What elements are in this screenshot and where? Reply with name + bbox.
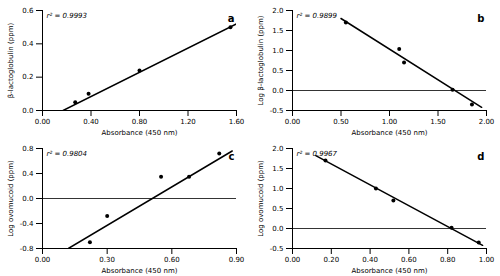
svg-text:Absorbance (450 nm): Absorbance (450 nm)	[352, 267, 428, 275]
svg-text:r² = 0.9899: r² = 0.9899	[297, 12, 338, 20]
svg-text:0.2: 0.2	[22, 73, 33, 81]
svg-text:0.00: 0.00	[285, 118, 301, 126]
svg-text:-0.5: -0.5	[270, 245, 284, 253]
svg-text:-0.5: -0.5	[270, 107, 284, 115]
svg-text:0.40: 0.40	[362, 256, 378, 264]
svg-text:0.90: 0.90	[229, 256, 245, 264]
svg-text:c: c	[229, 151, 235, 162]
svg-text:0.5: 0.5	[272, 205, 283, 213]
svg-text:0.6: 0.6	[22, 7, 34, 15]
svg-text:0.30: 0.30	[99, 256, 115, 264]
svg-text:1.5: 1.5	[272, 27, 283, 35]
svg-text:0.0: 0.0	[22, 195, 33, 203]
svg-text:Absorbance (450 nm): Absorbance (450 nm)	[102, 267, 178, 275]
svg-text:-0.4: -0.4	[20, 220, 34, 228]
svg-text:1.00: 1.00	[479, 256, 495, 264]
svg-text:0.80: 0.80	[132, 118, 148, 126]
svg-text:0.0: 0.0	[272, 225, 283, 233]
svg-text:0.5: 0.5	[272, 67, 283, 75]
svg-text:0.4: 0.4	[22, 170, 34, 178]
svg-text:-0.8: -0.8	[20, 245, 34, 253]
svg-text:Log ovomucoid (ppm): Log ovomucoid (ppm)	[257, 160, 265, 237]
svg-text:0.00: 0.00	[35, 256, 51, 264]
svg-text:0.60: 0.60	[401, 256, 417, 264]
svg-text:a: a	[228, 13, 235, 24]
svg-text:r² = 0.9993: r² = 0.9993	[47, 12, 88, 20]
svg-text:0.40: 0.40	[83, 118, 99, 126]
svg-text:b: b	[477, 13, 484, 24]
svg-text:2.0: 2.0	[272, 145, 283, 153]
svg-text:d: d	[477, 151, 484, 162]
svg-text:0.00: 0.00	[285, 256, 301, 264]
svg-text:0.4: 0.4	[22, 40, 34, 48]
svg-text:0.20: 0.20	[324, 256, 340, 264]
svg-text:0.0: 0.0	[22, 107, 33, 115]
svg-text:Absorbance (450 nm): Absorbance (450 nm)	[102, 129, 178, 137]
svg-text:r² = 0.9967: r² = 0.9967	[297, 150, 338, 158]
svg-text:1.60: 1.60	[229, 118, 245, 126]
svg-text:2.00: 2.00	[479, 118, 495, 126]
svg-text:2.0: 2.0	[272, 7, 283, 15]
svg-text:1.50: 1.50	[430, 118, 446, 126]
svg-text:0.50: 0.50	[333, 118, 349, 126]
svg-text:1.20: 1.20	[180, 118, 196, 126]
svg-text:1.0: 1.0	[272, 185, 283, 193]
svg-text:0.00: 0.00	[35, 118, 51, 126]
svg-text:0.60: 0.60	[164, 256, 180, 264]
svg-text:1.00: 1.00	[382, 118, 398, 126]
svg-text:1.5: 1.5	[272, 165, 283, 173]
svg-text:Absorbance (450 nm): Absorbance (450 nm)	[352, 129, 428, 137]
svg-text:0.0: 0.0	[272, 87, 283, 95]
svg-text:β-lactoglobulin (ppm): β-lactoglobulin (ppm)	[7, 23, 15, 99]
svg-text:0.8: 0.8	[22, 145, 33, 153]
svg-text:Log β-lactoglobulin (ppm): Log β-lactoglobulin (ppm)	[257, 15, 265, 105]
svg-text:1.0: 1.0	[272, 47, 283, 55]
svg-text:Log ovomucoid (ppm): Log ovomucoid (ppm)	[7, 160, 15, 237]
svg-text:r² = 0.9804: r² = 0.9804	[47, 150, 88, 158]
svg-text:0.80: 0.80	[440, 256, 456, 264]
